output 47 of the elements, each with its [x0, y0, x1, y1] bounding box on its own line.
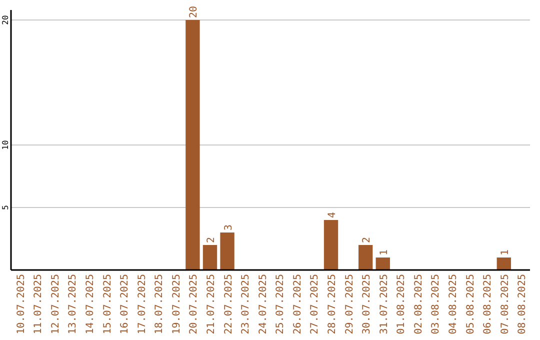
x-tick-label: 21.07.2025 — [206, 274, 217, 334]
x-tick-label: 28.07.2025 — [327, 274, 338, 334]
bar — [376, 258, 390, 270]
x-tick-label: 06.08.2025 — [482, 274, 494, 334]
y-tick-label: 20 — [1, 15, 10, 25]
bar — [220, 232, 234, 270]
y-tick-label: 10 — [1, 140, 10, 150]
x-tick-label: 04.08.2025 — [448, 274, 460, 334]
bar — [324, 220, 338, 270]
x-tick-label: 17.07.2025 — [136, 274, 148, 334]
x-tick-label: 05.08.2025 — [465, 274, 476, 334]
x-tick-label: 08.08.2025 — [517, 274, 528, 334]
x-tick-label: 27.07.2025 — [310, 274, 321, 334]
bar — [496, 258, 511, 270]
x-tick-label: 20.07.2025 — [188, 274, 200, 334]
x-tick-label: 31.07.2025 — [378, 274, 390, 334]
x-tick-label: 03.08.2025 — [430, 274, 442, 334]
x-tick-label: 23.07.2025 — [240, 274, 252, 334]
data-label: 1 — [500, 249, 511, 256]
data-label: 4 — [327, 212, 338, 218]
data-label: 2 — [206, 236, 217, 243]
x-tick-label: 11.07.2025 — [33, 274, 44, 334]
data-label: 20 — [188, 6, 200, 18]
x-tick-label: 15.07.2025 — [102, 274, 114, 334]
bar — [358, 245, 373, 270]
x-tick-label: 10.07.2025 — [16, 274, 27, 334]
x-tick-label: 01.08.2025 — [396, 274, 408, 334]
x-tick-label: 07.08.2025 — [500, 274, 511, 334]
x-tick-label: 14.07.2025 — [84, 274, 96, 334]
x-tick-label: 30.07.2025 — [362, 274, 373, 334]
x-tick-label: 02.08.2025 — [413, 274, 424, 334]
y-tick-label: 5 — [1, 204, 10, 210]
x-tick-label: 13.07.2025 — [68, 274, 79, 334]
x-tick-label: 29.07.2025 — [344, 274, 356, 334]
data-label: 1 — [378, 249, 390, 256]
x-tick-label: 19.07.2025 — [171, 274, 182, 334]
x-tick-label: 18.07.2025 — [154, 274, 166, 334]
x-tick-label: 22.07.2025 — [223, 274, 234, 334]
x-tick-label: 24.07.2025 — [258, 274, 269, 334]
data-label: 3 — [223, 224, 234, 230]
data-label: 2 — [362, 236, 373, 243]
x-tick-label: 25.07.2025 — [275, 274, 286, 334]
bar — [186, 20, 200, 270]
x-tick-label: 12.07.2025 — [50, 274, 62, 334]
x-tick-label: 16.07.2025 — [120, 274, 131, 334]
x-tick-label: 26.07.2025 — [292, 274, 304, 334]
bar — [202, 245, 218, 270]
